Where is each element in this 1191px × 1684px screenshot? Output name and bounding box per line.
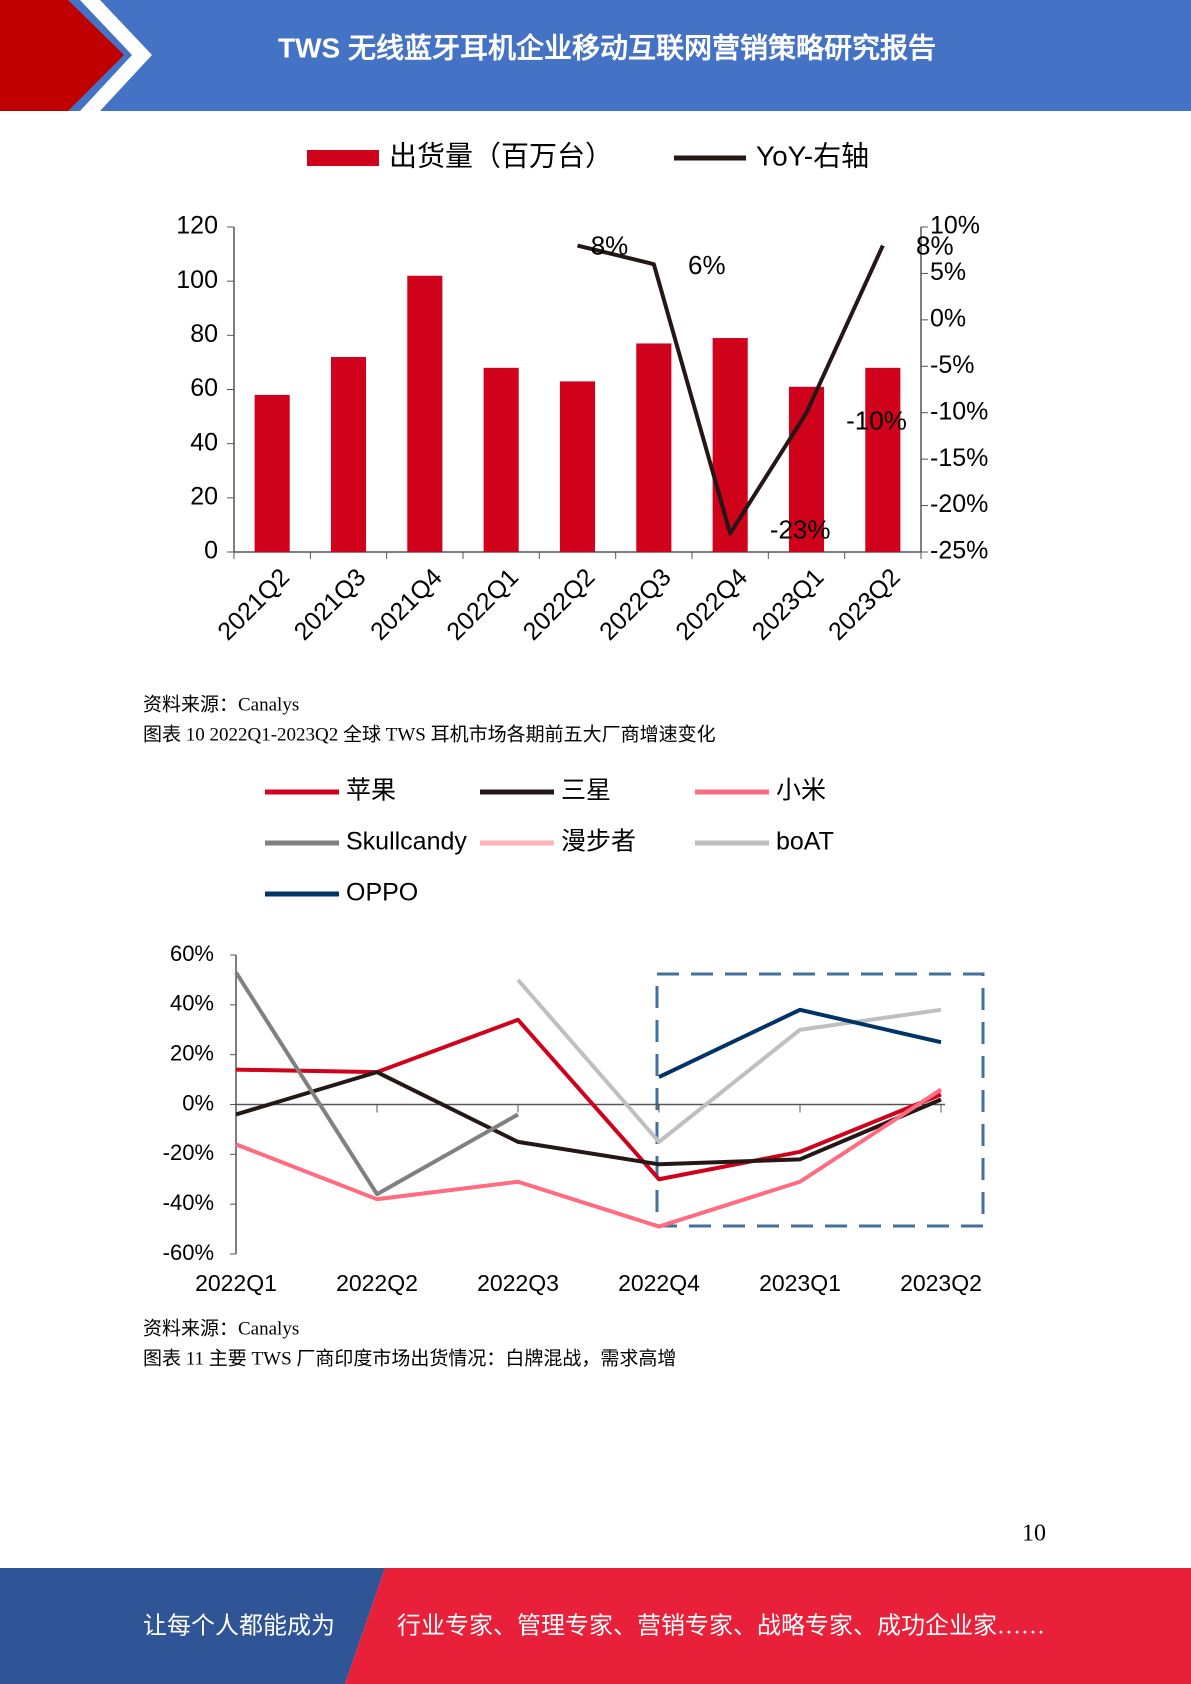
bar [483,367,519,552]
footer-right [345,1568,1191,1684]
x-tick-label: 2023Q1 [759,1270,841,1296]
x-tick-label: 2022Q1 [195,1270,277,1296]
y2-tick-label: 5% [930,258,966,286]
y-tick-label: 60% [170,941,214,966]
y2-tick-label: 0% [930,304,966,332]
y-tick-label: 60 [190,374,218,402]
y-tick-label: 20% [170,1040,214,1065]
y2-tick-label: -15% [930,444,988,472]
legend-label: 三星 [561,777,611,805]
data-label: 6% [688,250,726,280]
legend-label: YoY-右轴 [756,140,869,171]
y2-tick-label: -20% [930,490,988,518]
legend-label: OPPO [346,879,418,907]
x-tick-label: 2022Q2 [336,1270,418,1296]
legend-label: 小米 [776,777,826,805]
line [516,978,942,1144]
y-tick-label: -60% [163,1240,214,1265]
source-note: 资料来源：Canalys [143,693,299,715]
y2-tick-label: 10% [930,212,980,240]
y-tick-label: 40% [170,991,214,1016]
line [577,243,885,536]
y-tick-label: 20 [190,482,218,510]
header-title: TWS 无线蓝牙耳机企业移动互联网营销策略研究报告 [278,31,936,63]
bar [254,394,290,552]
y-tick-label: 100 [176,266,218,294]
bar [865,367,901,552]
y2-tick-label: -10% [930,397,988,425]
footer-text: 行业专家、管理专家、营销专家、战略专家、成功企业家…… [397,1613,1045,1640]
bar [330,357,367,552]
footer-text: 让每个人都能成为 [143,1613,335,1640]
bar [559,381,596,552]
x-tick-label: 2022Q4 [618,1270,700,1296]
highlight-box [655,972,985,1228]
data-label: 8% [591,230,629,260]
source-note: 资料来源：Canalys [143,1317,299,1339]
bar [712,338,748,552]
figure-caption: 图表 10 2022Q1-2023Q2 全球 TWS 耳机市场各期前五大厂商增速… [143,723,716,745]
y-tick-label: -20% [163,1140,214,1165]
bar [407,275,443,552]
legend-label: Skullcandy [346,828,467,856]
x-tick-label: 2023Q2 [900,1270,982,1296]
y-tick-label: 0 [204,537,218,565]
y-tick-label: -40% [163,1190,214,1215]
header-chevron [80,0,152,111]
line [234,971,519,1197]
data-label: -10% [846,406,907,436]
x-tick-label: 2022Q3 [477,1270,559,1296]
line [235,1087,943,1229]
footer-left [0,1568,385,1684]
line [235,1070,942,1167]
legend-label: 出货量（百万台） [389,140,613,171]
legend-label: boAT [776,828,834,856]
page-number: 10 [1022,1521,1046,1547]
figure-caption: 图表 11 主要 TWS 厂商印度市场出货情况：白牌混战，需求高增 [143,1347,676,1369]
data-label: -23% [770,514,831,544]
y2-tick-label: -5% [930,351,974,379]
bar [636,343,672,552]
legend-swatch [307,150,379,166]
y-tick-label: 40 [190,428,218,456]
y-tick-label: 80 [190,320,218,348]
y-tick-label: 120 [176,212,218,240]
line [658,1007,942,1079]
line [235,1017,942,1182]
header-arrow [0,0,124,111]
legend-label: 漫步者 [561,828,636,856]
legend-label: 苹果 [346,777,396,805]
header-bar [0,0,1191,111]
y-tick-label: 0% [182,1090,214,1115]
y2-tick-label: -25% [930,537,988,565]
data-label: 8% [916,230,954,260]
